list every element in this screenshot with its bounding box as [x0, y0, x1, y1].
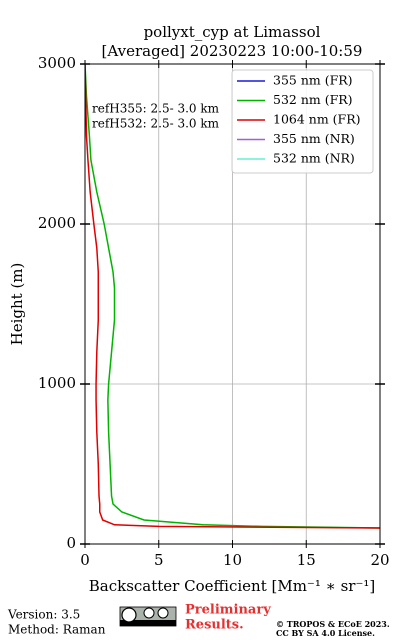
x-tick-label: 10 — [223, 551, 242, 569]
annotation: refH355: 2.5- 3.0 km — [92, 102, 220, 116]
status: Preliminary — [185, 603, 271, 618]
copyright: © TROPOS & ECoE 2023. — [276, 619, 390, 629]
copyright: CC BY SA 4.0 License. — [276, 628, 375, 638]
series-line — [85, 64, 380, 529]
y-tick-label: 1000 — [38, 374, 76, 392]
annotation: refH532: 2.5- 3.0 km — [92, 117, 220, 131]
legend-label: 355 nm (NR) — [273, 131, 355, 146]
y-axis-label: Height (m) — [8, 263, 26, 346]
x-tick-label: 5 — [154, 551, 164, 569]
x-tick-label: 20 — [370, 551, 389, 569]
method: Method: Raman — [8, 623, 106, 637]
y-tick-label: 3000 — [38, 54, 76, 72]
x-tick-label: 0 — [80, 551, 90, 569]
x-tick-label: 15 — [297, 551, 316, 569]
legend-label: 532 nm (FR) — [273, 92, 353, 107]
status: Results. — [185, 618, 244, 633]
version: Version: 3.5 — [7, 608, 80, 622]
legend-label: 1064 nm (FR) — [273, 112, 361, 127]
series-line — [85, 64, 380, 529]
cc-logo — [119, 606, 177, 627]
x-axis-label: Backscatter Coefficient [Mm⁻¹ ∗ sr⁻¹] — [89, 577, 376, 595]
y-tick-label: 0 — [66, 534, 76, 552]
y-tick-label: 2000 — [38, 214, 76, 232]
legend-label: 532 nm (NR) — [273, 151, 355, 166]
legend-label: 355 nm (FR) — [273, 73, 353, 88]
chart-title: pollyxt_cyp at Limassol — [144, 23, 321, 41]
plot-frame — [84, 63, 381, 545]
chart-subtitle: [Averaged] 20230223 10:00-10:59 — [102, 42, 363, 60]
legend-box — [231, 69, 374, 174]
